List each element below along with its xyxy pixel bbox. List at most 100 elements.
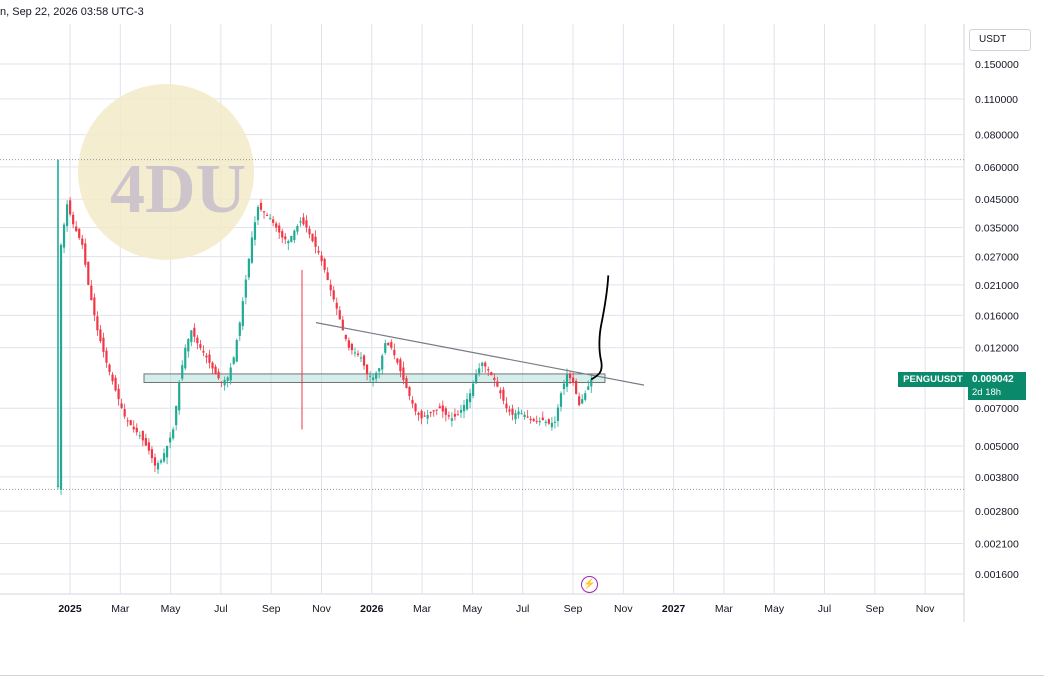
candle-body — [478, 368, 481, 374]
candle-body — [232, 357, 235, 364]
candle-body — [117, 388, 120, 400]
x-tick-label: Jul — [818, 603, 831, 615]
candle-body — [208, 354, 211, 363]
candle-body — [505, 403, 508, 409]
candle-body — [332, 290, 335, 300]
candles — [56, 159, 593, 495]
candle-body — [553, 421, 557, 423]
candle-body — [84, 243, 87, 265]
candle-body — [211, 362, 214, 369]
candle-body — [393, 349, 396, 356]
candle-body — [562, 383, 566, 390]
candle-body — [568, 373, 572, 379]
candle-body — [187, 339, 190, 352]
candle-body — [405, 378, 408, 389]
candle-body — [244, 279, 247, 298]
candle-body — [169, 437, 172, 443]
candle-body — [269, 218, 272, 220]
candle-body — [535, 420, 538, 422]
candle-body — [365, 364, 369, 374]
candle-body — [529, 418, 532, 421]
candle-body — [247, 258, 250, 278]
x-tick-label: Sep — [865, 603, 884, 615]
candle-body — [375, 372, 378, 379]
lightning-icon[interactable]: ⚡ — [581, 576, 598, 593]
candle-body — [387, 342, 390, 346]
x-tick-label: Nov — [614, 603, 633, 615]
candle-body — [456, 414, 460, 416]
candle-body — [326, 272, 329, 281]
chart-header: n, Sep 22, 2026 03:58 UTC-3 — [0, 0, 1044, 24]
candle-body — [320, 255, 323, 262]
candle-body — [317, 250, 320, 253]
x-tick-label: May — [462, 603, 483, 615]
candle-body — [438, 406, 441, 409]
candle-body — [114, 377, 117, 391]
candle-body — [575, 381, 578, 394]
candle-body — [584, 393, 587, 400]
candle-body — [462, 405, 466, 412]
y-tick-label: 0.045000 — [975, 194, 1019, 206]
candle-body — [308, 228, 311, 235]
candle-body — [290, 235, 293, 242]
candle-body — [411, 399, 414, 404]
candle-body — [408, 386, 411, 397]
x-tick-label: May — [764, 603, 785, 615]
candle-body — [256, 206, 260, 221]
candle-body — [341, 319, 344, 331]
price-axis-background — [964, 24, 1044, 622]
candle-body — [190, 330, 193, 343]
candle-body — [108, 364, 111, 372]
candle-body — [129, 420, 132, 426]
y-tick-label: 0.005000 — [975, 441, 1019, 453]
x-tick-label: Sep — [564, 603, 583, 615]
price-chart[interactable]: 4DU 0.150000 0.110000 0.080000 0.060000 0.04… — [0, 24, 1044, 622]
candle-body — [111, 374, 114, 382]
x-tick-label: Nov — [916, 603, 935, 615]
chart-area[interactable]: 4DU 0.150000 0.110000 0.080000 0.060000 0.04… — [0, 24, 1044, 622]
candle-body — [484, 362, 487, 367]
support-zone-rect — [143, 373, 606, 383]
candle-body — [181, 365, 184, 379]
candle-body — [132, 426, 135, 430]
y-tick-label: 0.150000 — [975, 59, 1019, 71]
candle-body — [241, 301, 244, 327]
candle-body — [390, 342, 393, 348]
candle-body — [335, 302, 338, 309]
candle-body — [565, 373, 569, 387]
candle-body — [499, 390, 502, 394]
support-zone[interactable] — [143, 373, 606, 383]
x-axis-ticks: 2025 Mar May Jul Sep Nov 2026 Mar May Jul Sep Nov 20… — [58, 603, 935, 615]
y-tick-label: 0.080000 — [975, 130, 1019, 142]
projection-path — [590, 275, 610, 381]
candle-body — [184, 347, 187, 369]
x-tick-label: Nov — [312, 603, 331, 615]
candle-body — [90, 285, 93, 301]
candle-body — [559, 393, 563, 407]
candle-body — [144, 438, 147, 446]
candle-body — [532, 419, 535, 421]
candle-body — [578, 396, 581, 406]
candle-body — [423, 415, 426, 417]
candle-body — [378, 368, 381, 372]
candle-body — [217, 371, 220, 379]
projection-drawing[interactable] — [590, 275, 610, 381]
candle-body — [338, 310, 341, 320]
candle-body — [138, 435, 141, 437]
candle-body — [493, 377, 496, 380]
candle-body — [547, 419, 550, 424]
candle-body — [69, 200, 72, 215]
candle-body — [372, 377, 375, 380]
y-tick-label: 0.003800 — [975, 472, 1019, 484]
candle-body — [105, 350, 108, 363]
y-tick-label: 0.001600 — [975, 569, 1019, 581]
candle-body — [75, 226, 78, 232]
trendline[interactable] — [315, 322, 645, 386]
candle-body — [238, 322, 241, 336]
candle-body — [99, 329, 102, 342]
candle-body — [102, 337, 105, 352]
x-tick-label: Jul — [214, 603, 227, 615]
currency-button[interactable]: USDT — [969, 29, 1031, 51]
candle-body — [344, 334, 347, 340]
candle-body — [447, 415, 450, 417]
